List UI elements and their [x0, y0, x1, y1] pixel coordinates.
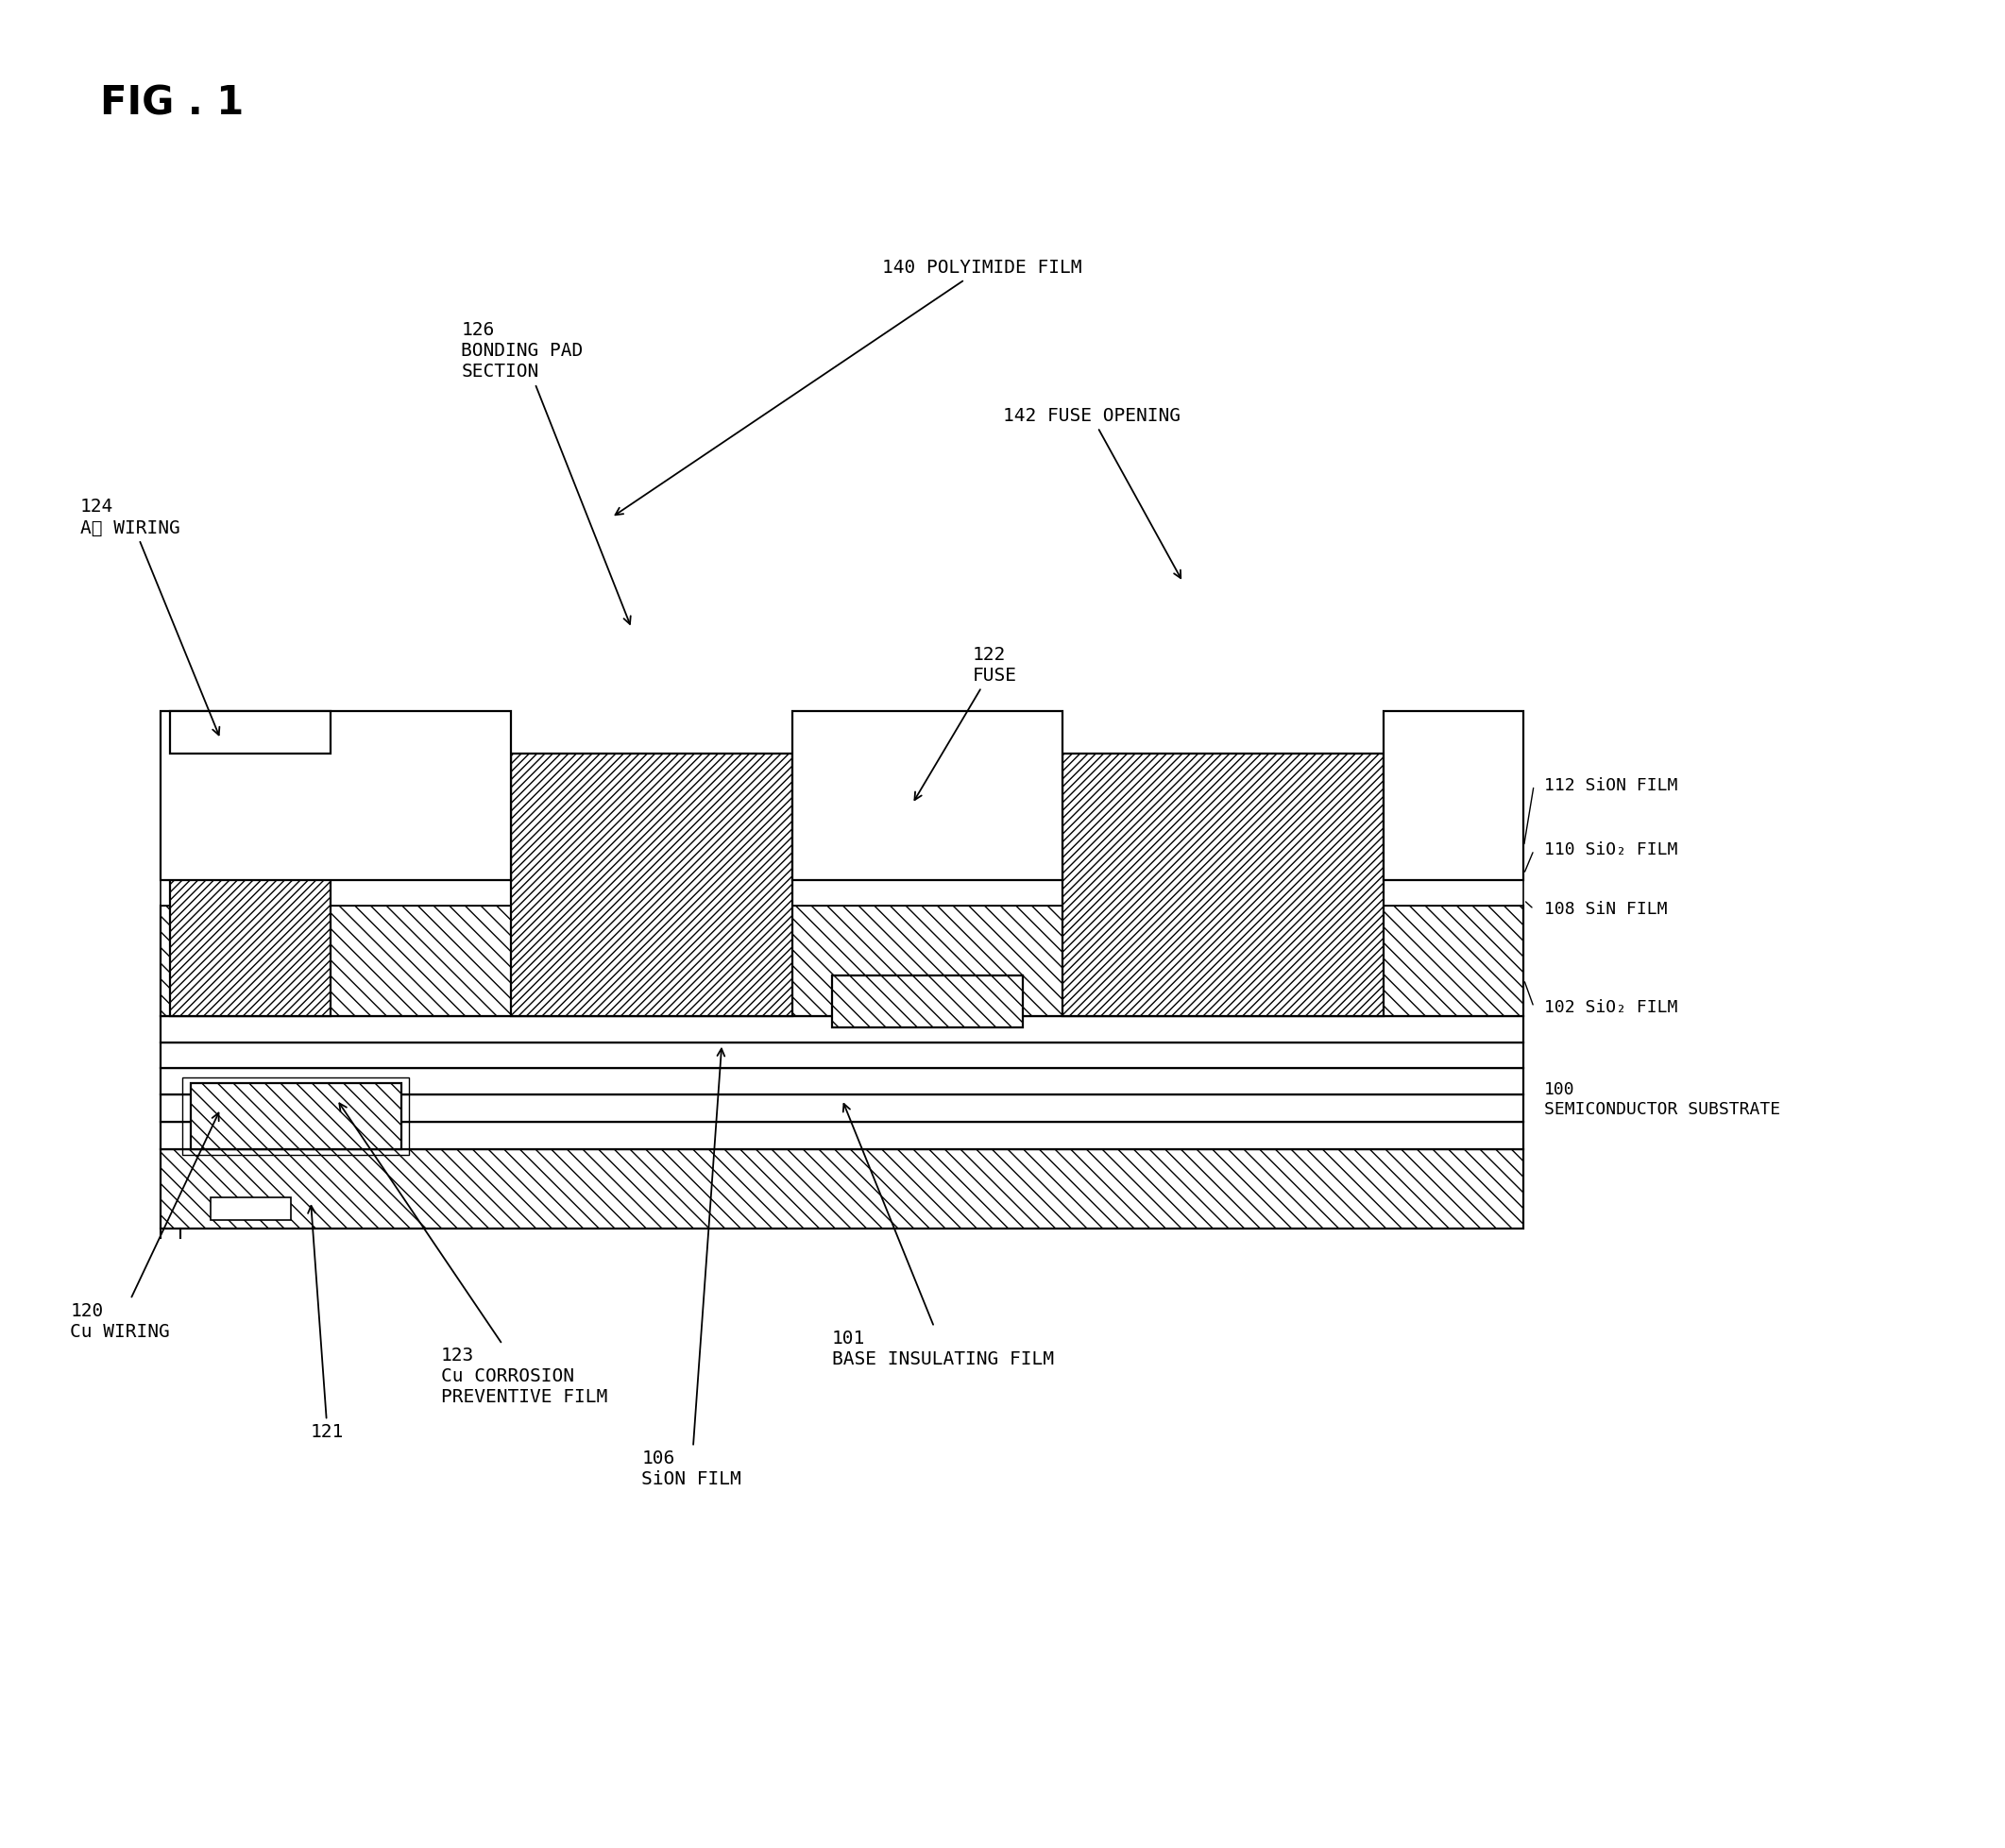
Bar: [160, 1122, 1524, 1149]
Bar: [792, 711, 1063, 880]
Text: 121: 121: [309, 1205, 345, 1441]
Text: 142 FUSE OPENING: 142 FUSE OPENING: [1002, 407, 1181, 578]
Bar: [170, 754, 331, 1016]
Bar: [1063, 754, 1383, 1016]
Text: 112 SiOΝ FILM: 112 SiOΝ FILM: [1544, 776, 1678, 795]
Text: 101
BASE INSULATING FILM: 101 BASE INSULATING FILM: [832, 1103, 1055, 1368]
Bar: [792, 880, 1063, 906]
Text: 100
SEMICONDUCTOR SUBSTRATE: 100 SEMICONDUCTOR SUBSTRATE: [1544, 1081, 1780, 1118]
Bar: [182, 1077, 409, 1155]
Text: 122
FUSE: 122 FUSE: [914, 647, 1017, 800]
Bar: [160, 1068, 1524, 1094]
Bar: [160, 1016, 1524, 1042]
Bar: [160, 1042, 1524, 1068]
Text: 123
Cu CORROSION
PREVENTIVE FILM: 123 Cu CORROSION PREVENTIVE FILM: [339, 1103, 608, 1406]
Bar: [211, 1198, 291, 1220]
Bar: [160, 880, 170, 906]
Text: 124
Aℓ WIRING: 124 Aℓ WIRING: [80, 499, 219, 736]
Text: 108 SiN FILM: 108 SiN FILM: [1544, 900, 1666, 918]
Bar: [160, 1094, 1524, 1122]
Bar: [1383, 711, 1524, 880]
Text: 126
BONDING PAD
SECTION: 126 BONDING PAD SECTION: [461, 322, 632, 625]
Text: FIG . 1: FIG . 1: [100, 83, 245, 122]
Bar: [331, 880, 511, 906]
Bar: [511, 754, 792, 1016]
Bar: [170, 711, 331, 754]
Text: 102 SiO₂ FILM: 102 SiO₂ FILM: [1544, 998, 1678, 1016]
Bar: [160, 906, 1524, 1016]
Bar: [832, 976, 1023, 1027]
Bar: [160, 1149, 1524, 1229]
Bar: [160, 711, 511, 880]
Bar: [1383, 880, 1524, 906]
Bar: [190, 1083, 401, 1149]
Text: 120
Cu WIRING: 120 Cu WIRING: [70, 1112, 219, 1340]
Text: 106
SiON FILM: 106 SiON FILM: [642, 1048, 742, 1488]
Text: 140 POLYIMIDE FILM: 140 POLYIMIDE FILM: [616, 259, 1083, 516]
Text: 110 SiO₂ FILM: 110 SiO₂ FILM: [1544, 841, 1678, 859]
